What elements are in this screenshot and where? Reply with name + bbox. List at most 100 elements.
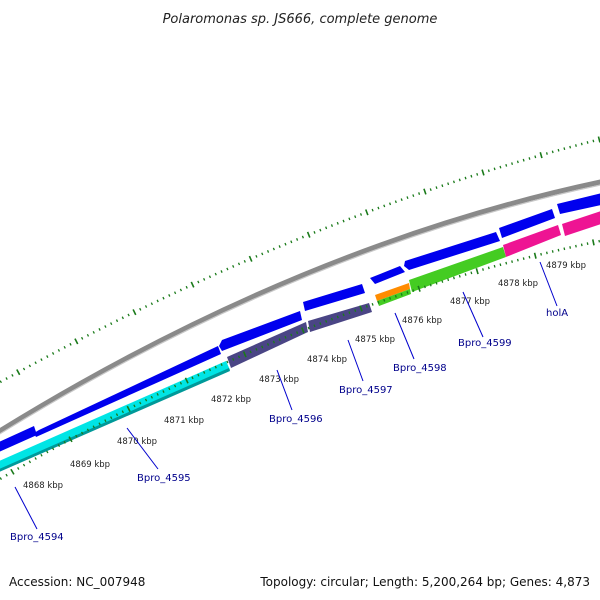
- minor-tick: [249, 350, 252, 354]
- minor-tick: [313, 231, 316, 234]
- minor-tick: [179, 381, 183, 385]
- callout-line: [126, 427, 159, 470]
- minor-tick: [563, 147, 566, 151]
- minor-tick: [0, 477, 3, 480]
- minor-tick: [34, 457, 37, 460]
- callout-line: [347, 339, 364, 382]
- genome-track: 4868 kbp 4869 kbp 4870 kbp 4871 kbp 4872…: [0, 136, 600, 543]
- callout-line: [14, 486, 38, 530]
- kbp-labels: 4868 kbp 4869 kbp 4870 kbp 4871 kbp 4872…: [23, 261, 586, 491]
- minor-tick: [516, 258, 519, 262]
- minor-tick: [86, 333, 90, 337]
- minor-tick: [458, 178, 461, 182]
- minor-tick: [278, 338, 281, 342]
- minor-tick: [458, 274, 461, 278]
- gene-label: Bpro_4599: [458, 338, 512, 349]
- kbp-label: 4875 kbp: [355, 335, 395, 345]
- minor-tick: [487, 266, 490, 270]
- minor-tick: [226, 267, 229, 271]
- minor-tick: [516, 160, 519, 164]
- minor-tick: [482, 268, 484, 271]
- minor-tick: [371, 302, 374, 306]
- minor-tick: [191, 376, 194, 380]
- minor-tick: [511, 260, 513, 264]
- minor-tick: [28, 364, 32, 368]
- minor-tick: [255, 347, 258, 351]
- minor-tick: [168, 294, 171, 297]
- minor-tick: [28, 460, 32, 464]
- minor-tick: [563, 247, 566, 251]
- minor-tick: [156, 299, 159, 303]
- genome-backbone-highlight: [0, 184, 600, 435]
- major-tick: [365, 209, 369, 216]
- cds-arrow: [370, 266, 405, 284]
- gene-block-pink: [503, 225, 561, 257]
- minor-tick: [551, 250, 554, 253]
- minor-tick: [493, 264, 496, 268]
- minor-tick: [255, 254, 258, 258]
- kbp-label: 4874 kbp: [307, 355, 347, 365]
- minor-tick: [406, 291, 409, 294]
- minor-tick: [412, 289, 415, 293]
- minor-tick: [237, 262, 241, 266]
- minor-tick: [214, 365, 217, 369]
- minor-tick: [51, 352, 55, 355]
- minor-tick: [394, 200, 397, 204]
- minor-tick: [185, 285, 188, 289]
- minor-tick: [86, 428, 90, 432]
- minor-tick: [34, 361, 37, 365]
- minor-tick: [232, 265, 235, 268]
- minor-tick: [528, 157, 531, 160]
- callout-line: [539, 261, 558, 307]
- minor-tick: [371, 208, 374, 212]
- minor-tick: [261, 252, 264, 256]
- kbp-label: 4876 kbp: [402, 316, 442, 326]
- gene-block-slate: [227, 322, 308, 368]
- minor-tick: [22, 463, 26, 467]
- major-tick: [68, 436, 73, 443]
- kbp-label: 4878 kbp: [498, 279, 538, 289]
- minor-tick: [528, 255, 531, 259]
- minor-tick: [208, 275, 212, 279]
- minor-tick: [423, 285, 426, 289]
- minor-tick: [110, 416, 113, 420]
- minor-tick: [441, 280, 444, 283]
- gene-label: holA: [546, 308, 568, 319]
- minor-tick: [575, 244, 577, 248]
- major-tick: [184, 377, 189, 384]
- cds-arrow: [557, 193, 600, 214]
- minor-tick: [394, 294, 397, 298]
- major-tick: [475, 268, 479, 275]
- minor-tick: [179, 288, 183, 292]
- minor-tick: [325, 319, 328, 323]
- minor-tick: [173, 384, 177, 388]
- minor-tick: [80, 431, 84, 435]
- minor-tick: [22, 367, 26, 371]
- minor-tick: [168, 387, 171, 391]
- gene-callout-lines: [14, 261, 558, 530]
- minor-tick: [336, 315, 339, 319]
- gene-labels: Bpro_4594 Bpro_4595 Bpro_4596 Bpro_4597 …: [10, 308, 568, 543]
- gene-block-orange: [375, 283, 410, 301]
- major-tick: [417, 285, 421, 292]
- kbp-label: 4877 kbp: [450, 297, 490, 307]
- minor-tick: [429, 283, 432, 287]
- minor-tick: [46, 355, 49, 358]
- minor-tick: [330, 224, 334, 227]
- major-tick: [16, 369, 21, 376]
- minor-tick: [115, 319, 119, 323]
- minor-tick: [452, 180, 455, 184]
- minor-tick: [534, 155, 537, 159]
- minor-tick: [493, 167, 496, 171]
- gene-label: Bpro_4594: [10, 532, 64, 543]
- minor-tick: [272, 340, 275, 344]
- minor-tick: [429, 188, 432, 191]
- minor-tick: [5, 377, 8, 380]
- gene-block-slate: [308, 303, 372, 332]
- minor-tick: [220, 270, 223, 273]
- minor-tick: [307, 326, 310, 330]
- minor-tick: [121, 316, 124, 320]
- minor-tick: [92, 330, 95, 334]
- minor-tick: [237, 355, 241, 359]
- minor-tick: [284, 335, 287, 339]
